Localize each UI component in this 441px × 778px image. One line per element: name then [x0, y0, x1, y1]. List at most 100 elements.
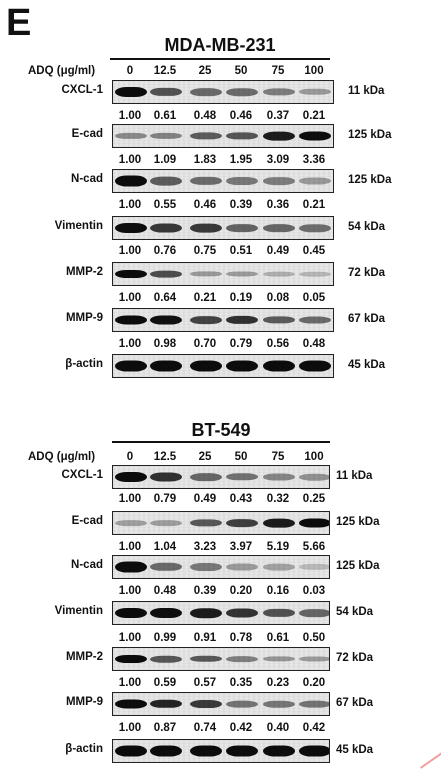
- band: [299, 316, 331, 324]
- band: [190, 223, 222, 233]
- band: [299, 88, 331, 96]
- band: [263, 88, 295, 96]
- dose-value: 25: [198, 65, 212, 77]
- band: [190, 176, 222, 186]
- band: [226, 271, 258, 277]
- band: [150, 562, 182, 572]
- ratio-value: 0.35: [229, 677, 253, 689]
- ratio-value: 0.46: [193, 199, 217, 211]
- ratio-value: 0.45: [302, 245, 326, 257]
- dose-value: 50: [234, 451, 248, 463]
- band: [299, 563, 329, 571]
- ratio-value: 0.78: [229, 632, 253, 644]
- ratio-value: 1.00: [118, 245, 142, 257]
- dose-value: 0: [126, 451, 134, 463]
- ratio-value: 0.59: [153, 677, 177, 689]
- blot-background: [113, 125, 333, 147]
- band: [190, 563, 222, 571]
- protein-label: MMP-2: [65, 266, 103, 278]
- ratio-value: 0.40: [266, 722, 290, 734]
- ratio-value: 1.00: [118, 154, 142, 166]
- ratio-value: 0.37: [266, 110, 290, 122]
- ratio-value: 1.00: [118, 292, 142, 304]
- ratio-value: 0.98: [153, 338, 177, 350]
- dose-axis-label: ADQ (μg/ml): [28, 451, 96, 463]
- ratio-value: 0.61: [266, 632, 290, 644]
- band: [226, 132, 258, 140]
- band: [115, 608, 147, 618]
- ratio-value: 3.09: [266, 154, 290, 166]
- band: [263, 177, 295, 185]
- band: [190, 655, 222, 663]
- cell-line-rule: [110, 58, 330, 60]
- molecular-weight-label: 45 kDa: [336, 744, 374, 756]
- ratio-value: 0.99: [153, 632, 177, 644]
- ratio-value: 0.25: [302, 493, 326, 505]
- ratio-value: 3.97: [229, 541, 253, 553]
- band: [150, 132, 182, 140]
- blot-strip: [112, 308, 334, 332]
- band: [263, 131, 295, 141]
- band: [226, 656, 258, 662]
- blot-background: [113, 263, 333, 285]
- band: [190, 316, 222, 324]
- band: [150, 745, 182, 757]
- ratio-value: 3.23: [193, 541, 217, 553]
- dose-value: 100: [304, 65, 324, 77]
- band: [150, 608, 182, 618]
- ratio-value: 1.00: [118, 338, 142, 350]
- dose-axis-label: ADQ (μg/ml): [28, 65, 96, 77]
- blot-strip: [112, 354, 334, 378]
- blot-strip: [112, 692, 330, 716]
- blot-background: [113, 170, 333, 192]
- band: [263, 563, 295, 571]
- band: [263, 360, 295, 372]
- ratio-value: 0.61: [153, 110, 177, 122]
- band: [299, 609, 329, 617]
- ratio-value: 0.21: [193, 292, 217, 304]
- band: [299, 224, 331, 232]
- cell-line-title: BT-549: [191, 420, 251, 440]
- band: [226, 177, 258, 185]
- ratio-value: 0.23: [266, 677, 290, 689]
- band: [190, 360, 222, 372]
- band: [190, 700, 222, 708]
- ratio-value: 0.05: [302, 292, 326, 304]
- band: [226, 563, 258, 571]
- band: [115, 520, 147, 526]
- ratio-value: 0.57: [193, 677, 217, 689]
- blot-background: [113, 309, 333, 331]
- ratio-value: 0.43: [229, 493, 253, 505]
- ratio-value: 1.00: [118, 493, 142, 505]
- ratio-value: 0.42: [229, 722, 253, 734]
- band: [299, 473, 329, 481]
- band: [190, 88, 222, 96]
- ratio-value: 1.00: [118, 199, 142, 211]
- dose-value: 75: [271, 65, 285, 77]
- ratio-value: 1.00: [118, 110, 142, 122]
- blot-strip: [112, 555, 330, 579]
- ratio-value: 0.48: [153, 585, 177, 597]
- band: [150, 520, 182, 526]
- protein-label: E-cad: [71, 515, 103, 527]
- ratio-value: 0.20: [302, 677, 326, 689]
- band: [299, 271, 331, 277]
- protein-label: β-actin: [65, 358, 103, 370]
- band: [226, 745, 258, 757]
- band: [115, 315, 147, 325]
- band: [263, 700, 295, 708]
- molecular-weight-label: 125 kDa: [348, 174, 392, 186]
- ratio-value: 0.21: [302, 110, 326, 122]
- band: [150, 699, 182, 709]
- band: [299, 745, 329, 757]
- protein-label: Vimentin: [54, 605, 103, 617]
- band: [226, 360, 258, 372]
- band: [190, 745, 222, 757]
- band: [150, 360, 182, 372]
- ratio-value: 0.76: [153, 245, 177, 257]
- band: [190, 519, 222, 527]
- ratio-value: 5.66: [302, 541, 326, 553]
- band: [226, 88, 258, 96]
- band: [190, 608, 222, 618]
- ratio-value: 0.74: [193, 722, 217, 734]
